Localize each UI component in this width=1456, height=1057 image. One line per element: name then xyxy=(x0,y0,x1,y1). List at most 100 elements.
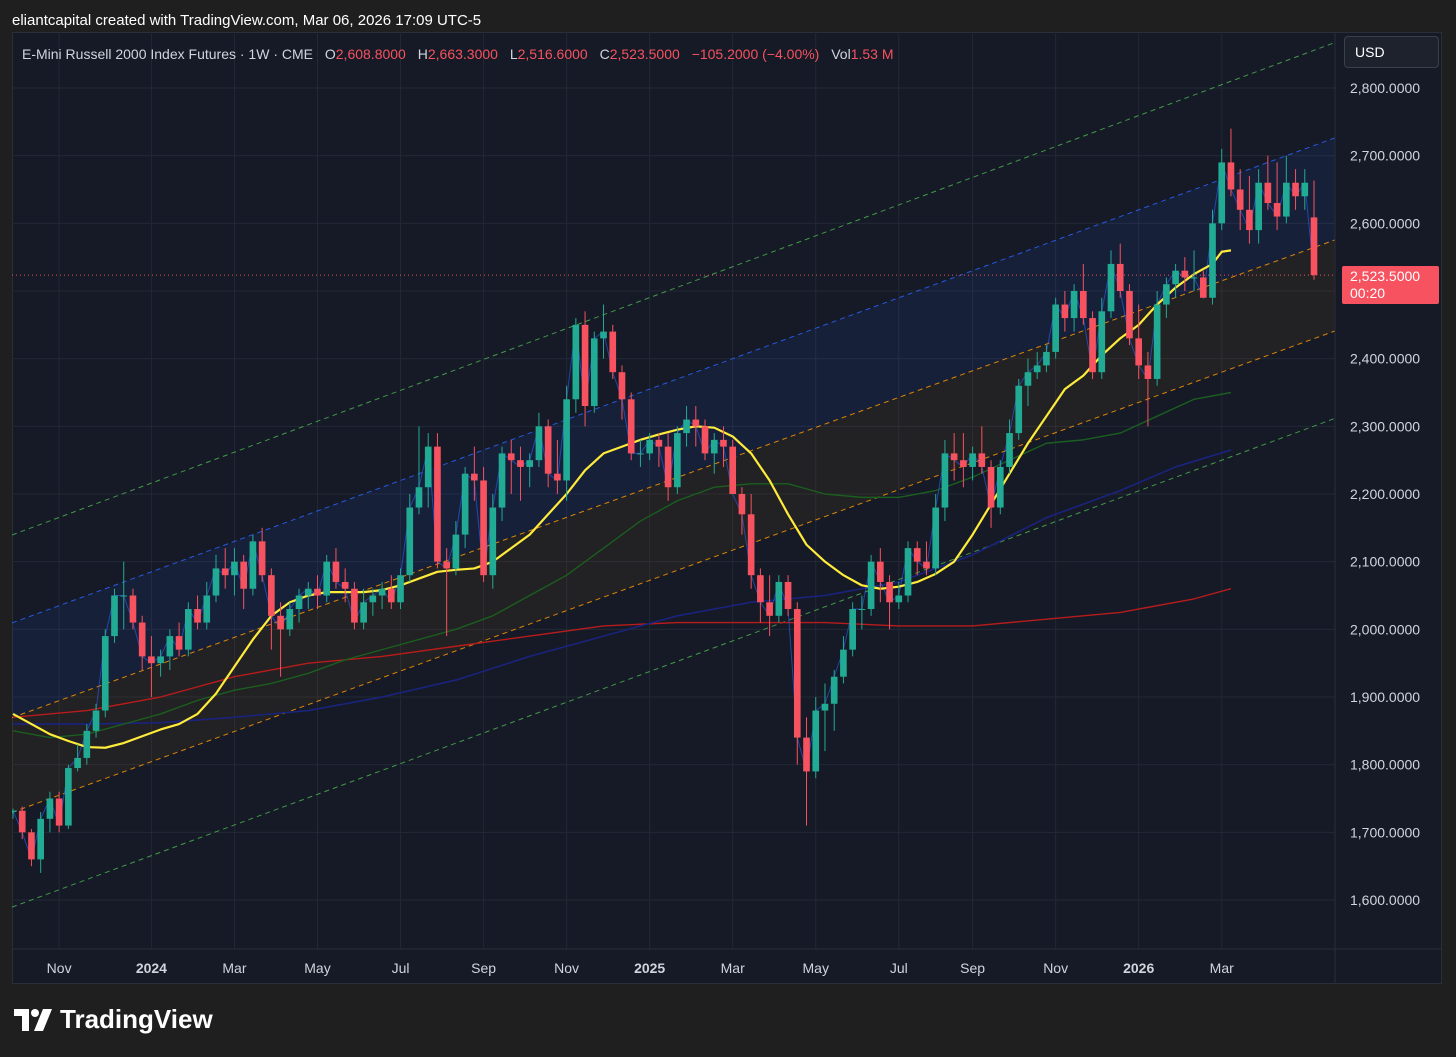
channel-lower-line xyxy=(12,239,1335,719)
candle-body xyxy=(590,338,598,407)
candle xyxy=(987,460,995,528)
candle xyxy=(12,808,17,819)
candle xyxy=(461,466,469,549)
last-price-value: 2,523.5000 xyxy=(1350,268,1421,284)
candle-body xyxy=(618,372,626,400)
candle xyxy=(1190,250,1198,291)
candle xyxy=(175,622,183,657)
candle-body xyxy=(92,710,100,731)
candle-body xyxy=(747,514,755,576)
candle xyxy=(341,568,349,603)
candle xyxy=(471,446,478,501)
candle-body xyxy=(369,595,377,603)
volume-label: Vol xyxy=(831,46,851,62)
candle-body xyxy=(563,399,570,481)
candle-body xyxy=(600,331,607,339)
candle xyxy=(360,588,367,630)
candle-body xyxy=(323,561,331,596)
candle-body xyxy=(729,446,737,494)
candle xyxy=(544,419,552,488)
candle-body xyxy=(996,466,1004,508)
candle xyxy=(701,419,709,461)
candle-body xyxy=(203,595,211,623)
candle-body xyxy=(166,636,174,657)
currency-button[interactable]: USD xyxy=(1344,36,1439,68)
candle-body xyxy=(1098,311,1106,373)
candle xyxy=(138,615,146,670)
candle-body xyxy=(129,595,137,623)
candle-body xyxy=(1264,182,1272,204)
candle-body xyxy=(1292,182,1299,197)
candle xyxy=(526,453,534,488)
candle xyxy=(554,439,561,494)
time-axis[interactable]: Nov 2024 Mar May Jul Sep Nov 2025 Mar May Jul Sep No… xyxy=(12,948,1442,976)
candle xyxy=(664,433,672,501)
candle xyxy=(83,724,91,765)
candle-body xyxy=(1199,277,1207,298)
candle xyxy=(1292,169,1299,210)
candle-body xyxy=(1227,162,1235,190)
candle xyxy=(757,568,764,623)
candle-body xyxy=(434,446,441,562)
candle-body xyxy=(683,419,690,434)
candle-body xyxy=(655,439,663,447)
candle-body xyxy=(886,581,893,603)
candle xyxy=(812,697,820,779)
candle xyxy=(563,385,570,501)
candle xyxy=(996,460,1004,515)
candle xyxy=(1163,277,1170,319)
last-price-tag: 2,523.5000 00:20 xyxy=(1342,266,1439,304)
price-axis-label: 2,400.0000 xyxy=(1350,351,1420,367)
candle xyxy=(1255,169,1262,244)
candle-body xyxy=(904,548,912,596)
candle-body xyxy=(194,609,201,623)
price-axis-label: 1,900.0000 xyxy=(1350,689,1420,705)
time-axis-label: Sep xyxy=(471,960,496,976)
candle xyxy=(600,304,607,359)
candle xyxy=(1116,243,1124,298)
tradingview-logo[interactable]: TradingView xyxy=(14,1004,213,1035)
candle-body xyxy=(498,453,506,508)
candle-body xyxy=(424,446,432,488)
candle-body xyxy=(840,649,847,677)
candle xyxy=(351,581,358,630)
candle xyxy=(387,575,395,610)
candle xyxy=(92,703,100,738)
candle xyxy=(1070,284,1078,332)
candle xyxy=(766,575,773,637)
candle-body xyxy=(1144,365,1152,379)
candle xyxy=(369,588,377,616)
candle-body xyxy=(1006,433,1013,467)
candle-body xyxy=(1126,291,1133,339)
candle xyxy=(1209,209,1216,305)
candle-body xyxy=(138,622,146,657)
symbol-title[interactable]: E-Mini Russell 2000 Index Futures · 1W ·… xyxy=(22,46,313,62)
candle-body xyxy=(12,810,17,813)
candle xyxy=(969,446,976,481)
channel-outer-upper-line xyxy=(12,42,1335,536)
candle-body xyxy=(830,676,838,704)
candle xyxy=(1033,351,1041,379)
candle xyxy=(166,629,174,670)
candle-body xyxy=(304,588,312,596)
candle xyxy=(424,433,432,508)
candle xyxy=(775,575,783,623)
candle-body xyxy=(1218,162,1226,224)
candle-body xyxy=(397,575,404,603)
candle xyxy=(314,575,321,610)
candle xyxy=(120,561,128,630)
candle-body xyxy=(923,561,930,569)
price-axis[interactable]: 1,600.0000 1,700.0000 1,800.0000 1,900.0000… xyxy=(1334,32,1420,984)
candle xyxy=(443,548,450,637)
candle-body xyxy=(535,426,543,461)
tradingview-wordmark: TradingView xyxy=(60,1004,213,1034)
channel-lower2-line xyxy=(12,330,1335,813)
candle-body xyxy=(877,561,884,582)
candle xyxy=(590,331,598,413)
time-axis-label: May xyxy=(803,960,829,976)
candle-body xyxy=(258,541,266,576)
candle xyxy=(1310,180,1318,280)
candle xyxy=(627,392,635,461)
candle-body xyxy=(83,730,91,758)
price-chart[interactable]: 1,600.0000 1,700.0000 1,800.0000 1,900.0000… xyxy=(12,32,1442,984)
